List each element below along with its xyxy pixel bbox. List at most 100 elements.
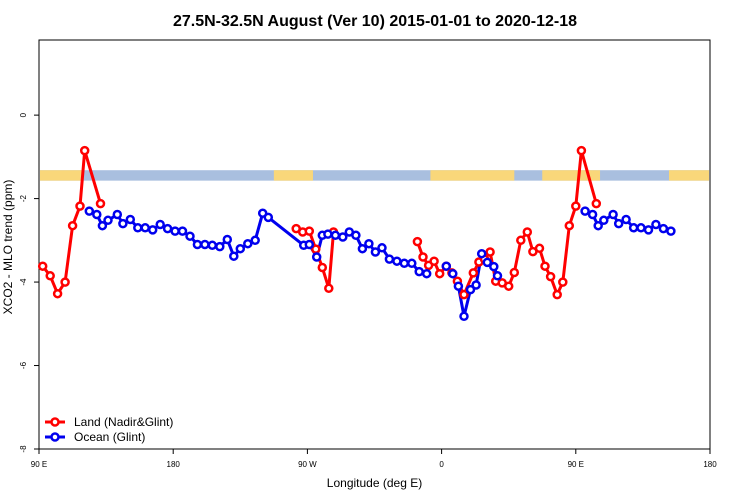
data-point-1-34 xyxy=(351,230,361,241)
data-point-0-1 xyxy=(45,271,55,281)
data-point-1-13 xyxy=(177,226,188,236)
data-point-1-0 xyxy=(84,206,95,216)
data-point-1-63 xyxy=(636,223,646,233)
data-point-1-57 xyxy=(593,220,603,231)
data-point-1-12 xyxy=(170,226,180,236)
data-point-0-32 xyxy=(516,235,526,246)
data-point-1-31 xyxy=(330,230,341,241)
data-point-0-33 xyxy=(522,227,533,237)
data-point-1-56 xyxy=(587,209,598,220)
x-tick-label-4: 90 E xyxy=(568,460,584,469)
series-layer xyxy=(37,145,676,322)
data-point-1-36 xyxy=(364,238,374,249)
data-point-1-61 xyxy=(621,214,631,225)
data-point-1-39 xyxy=(384,254,395,264)
land-band-segment-0 xyxy=(40,170,82,181)
data-point-1-47 xyxy=(453,281,464,291)
y-axis-label: XCO2 - MLO trend (ppm) xyxy=(1,180,15,315)
data-point-0-18 xyxy=(429,256,439,266)
axis-ticks: 90 E 180 90 W 0 90 E 180 0 -2 -4 -6 -8 xyxy=(19,112,717,469)
data-point-0-27 xyxy=(485,247,495,257)
data-point-1-19 xyxy=(222,234,233,245)
plot-frame xyxy=(38,39,711,450)
data-point-1-16 xyxy=(200,239,210,250)
x-tick-label-0: 90 E xyxy=(31,460,47,469)
data-point-0-15 xyxy=(412,236,423,247)
data-point-1-14 xyxy=(185,231,195,241)
data-point-0-35 xyxy=(534,243,545,254)
data-point-1-6 xyxy=(125,214,136,225)
data-point-1-8 xyxy=(140,223,150,233)
data-point-1-38 xyxy=(377,243,387,253)
data-point-0-41 xyxy=(571,201,581,211)
data-point-1-21 xyxy=(235,243,246,254)
chart-title: 27.5N-32.5N August (Ver 10) 2015-01-01 t… xyxy=(173,13,577,30)
data-point-1-43 xyxy=(414,266,424,277)
data-point-1-25 xyxy=(263,212,274,223)
data-point-0-43 xyxy=(591,198,602,209)
data-point-0-23 xyxy=(459,289,469,300)
data-point-0-7 xyxy=(95,198,106,209)
y-tick-label-0: 0 xyxy=(19,112,28,117)
x-axis-label: Longitude (deg E) xyxy=(327,476,422,490)
data-point-1-44 xyxy=(421,268,432,279)
land-band-segment-3 xyxy=(542,170,601,181)
data-point-1-59 xyxy=(608,209,618,220)
data-point-1-50 xyxy=(471,280,481,290)
data-point-1-5 xyxy=(118,218,128,229)
data-point-1-15 xyxy=(192,239,203,250)
data-point-1-62 xyxy=(628,223,639,233)
data-point-1-67 xyxy=(666,226,676,236)
land-band-segment-4 xyxy=(668,170,709,181)
data-point-0-37 xyxy=(545,271,556,282)
data-point-0-40 xyxy=(564,220,575,231)
x-tick-label-2: 90 W xyxy=(298,460,317,469)
x-tick-label-5: 180 xyxy=(703,460,717,469)
data-point-1-48 xyxy=(459,311,469,322)
data-point-0-2 xyxy=(52,288,63,299)
data-point-0-3 xyxy=(60,277,70,287)
data-point-1-27 xyxy=(304,239,315,250)
y-tick-label-1: -2 xyxy=(19,194,28,202)
data-point-1-41 xyxy=(399,258,410,269)
data-point-1-54 xyxy=(492,271,503,281)
legend: Land (Nadir&Glint) Ocean (Glint) xyxy=(45,415,173,444)
data-point-0-16 xyxy=(418,252,428,262)
land-ocean-band xyxy=(40,170,709,181)
data-point-1-10 xyxy=(155,219,165,230)
data-point-1-20 xyxy=(229,251,239,261)
data-point-1-11 xyxy=(162,223,173,234)
data-point-1-23 xyxy=(250,235,260,246)
data-point-0-38 xyxy=(552,289,562,300)
data-point-0-5 xyxy=(75,201,85,211)
data-point-1-30 xyxy=(323,229,333,239)
x-tick-label-1: 180 xyxy=(167,460,181,469)
data-point-0-39 xyxy=(558,277,568,287)
series-markers-land-nadir-glint xyxy=(37,145,602,300)
data-point-1-40 xyxy=(392,256,402,266)
data-point-1-55 xyxy=(580,206,590,216)
data-point-1-49 xyxy=(465,284,476,295)
y-tick-label-2: -4 xyxy=(19,278,28,286)
land-band-segment-1 xyxy=(273,170,313,181)
data-point-0-10 xyxy=(304,226,315,236)
data-point-1-53 xyxy=(489,261,499,272)
data-point-0-12 xyxy=(317,262,328,273)
data-point-1-58 xyxy=(599,215,609,226)
legend-ocean-label: Ocean (Glint) xyxy=(74,430,145,444)
x-tick-label-3: 0 xyxy=(439,460,444,469)
data-point-1-22 xyxy=(243,238,253,249)
data-point-1-3 xyxy=(103,215,113,226)
series-markers-ocean-glint xyxy=(84,206,676,322)
data-point-1-28 xyxy=(311,252,322,262)
land-band-segment-2 xyxy=(430,170,515,181)
data-point-0-31 xyxy=(509,267,520,278)
ocean-band xyxy=(40,170,709,181)
legend-land-label: Land (Nadir&Glint) xyxy=(74,415,173,429)
data-point-1-37 xyxy=(370,247,381,257)
data-point-1-64 xyxy=(643,225,654,235)
data-point-1-60 xyxy=(613,218,624,229)
data-point-0-4 xyxy=(67,220,78,231)
data-point-1-52 xyxy=(482,257,493,268)
